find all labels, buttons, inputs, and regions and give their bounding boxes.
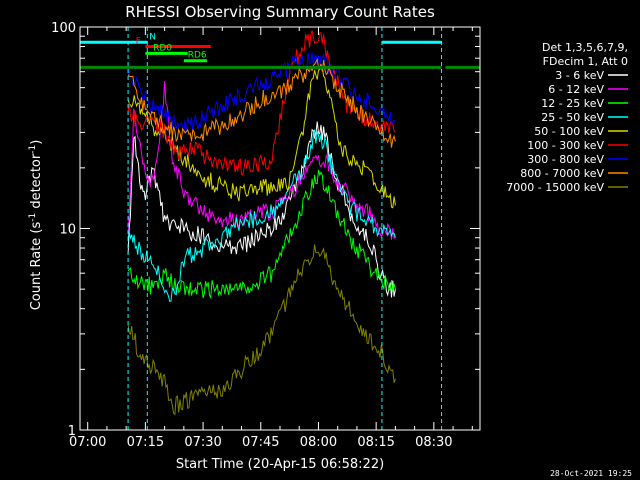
series-line: [127, 30, 396, 176]
y-tick-label: 100: [51, 21, 76, 36]
x-tick-label: 07:00: [69, 435, 106, 450]
legend-entry-label: 300 - 800 keV: [527, 153, 604, 166]
series-line: [127, 64, 396, 209]
legend-entry-label: 7000 - 15000 keV: [506, 181, 604, 194]
chart-title: RHESSI Observing Summary Count Rates: [125, 3, 435, 21]
axes-layer: 07:00 07:15 07:30 07:45 08:00 08:15 08:30 1 10 10…: [51, 21, 481, 450]
x-tick-label: 08:30: [415, 435, 452, 450]
y-axis-label-main: Count Rate (s: [29, 222, 44, 311]
legend-entry-label: 6 - 12 keV: [548, 83, 604, 96]
y-axis-label-end: ): [29, 140, 44, 145]
x-tick-label: 08:15: [357, 435, 394, 450]
y-tick-label: 10: [59, 223, 76, 238]
legend-entry-label: 100 - 300 keV: [527, 139, 604, 152]
series-line: [127, 58, 396, 148]
series-line: [127, 129, 396, 303]
series-line: [127, 52, 396, 134]
legend-entry-label: 12 - 25 keV: [541, 97, 604, 110]
legend-entry-label: 25 - 50 keV: [541, 111, 604, 124]
x-tick-label: 07:45: [242, 435, 279, 450]
series-line: [127, 80, 396, 240]
y-axis-label-mid: detector: [29, 153, 44, 213]
state-bars-layer: NF RD0 RD6: [80, 27, 480, 430]
x-axis-label: Start Time (20-Apr-15 06:58:22): [176, 457, 384, 472]
legend-header-line: Det 1,3,5,6,7,9,: [542, 41, 628, 54]
x-tick-label: 07:15: [127, 435, 164, 450]
y-axis-label-sup: -1: [28, 213, 38, 222]
state-bar-label: N: [149, 32, 156, 42]
legend-entry-label: 800 - 7000 keV: [520, 167, 604, 180]
legend-header-line: FDecim 1, Att 0: [543, 55, 628, 68]
series-layer: [127, 30, 396, 416]
state-bar-label: RD0: [153, 43, 172, 53]
y-axis-label-sup-2: -1: [28, 145, 38, 154]
legend-entry-label: 3 - 6 keV: [555, 69, 604, 82]
state-bar-label: F: [136, 37, 141, 47]
x-tick-label: 07:30: [184, 435, 221, 450]
state-bar-label: RD6: [188, 51, 207, 61]
legend-entry-label: 50 - 100 keV: [534, 125, 604, 138]
legend: Det 1,3,5,6,7,9,FDecim 1, Att 03 - 6 keV…: [506, 41, 628, 194]
series-line: [127, 169, 396, 300]
timestamp: 28-Oct-2021 19:25: [550, 469, 632, 478]
y-tick-label: 1: [68, 424, 76, 439]
x-tick-label: 08:00: [300, 435, 337, 450]
y-axis-label: Count Rate (s-1 detector-1): [28, 140, 44, 311]
series-line: [127, 244, 396, 416]
series-line: [127, 121, 396, 298]
